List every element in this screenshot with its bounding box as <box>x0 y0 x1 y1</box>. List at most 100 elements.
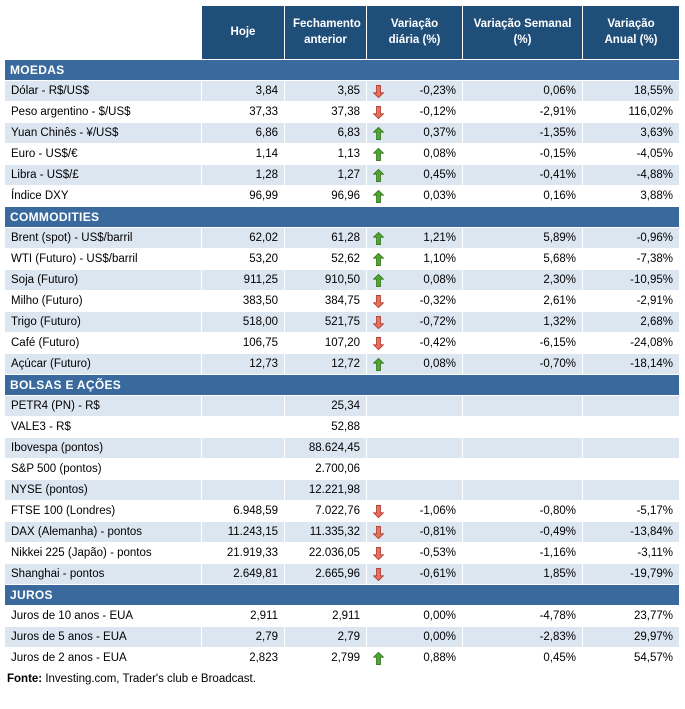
hoje-value: 37,33 <box>201 101 285 123</box>
variacao-semanal-value <box>462 437 583 459</box>
variacao-diaria-value: -0,61% <box>419 568 456 580</box>
variacao-diaria-value: 0,08% <box>423 274 456 286</box>
fechamento-anterior-value: 2.665,96 <box>284 563 367 585</box>
row-label: FTSE 100 (Londres) <box>4 500 202 522</box>
variacao-diaria-cell: 1,10% <box>366 248 463 270</box>
variacao-diaria-content: -0,42% <box>373 336 456 350</box>
column-header-variacao-diaria: Variação diária (%) <box>366 5 463 60</box>
variacao-anual-value: 54,57% <box>582 647 680 669</box>
table-row: PETR4 (PN) - R$ 25,34 <box>4 395 680 417</box>
variacao-semanal-value: 1,32% <box>462 311 583 333</box>
row-label: S&P 500 (pontos) <box>4 458 202 480</box>
variacao-diaria-cell: 0,45% <box>366 164 463 186</box>
variacao-semanal-value: -0,70% <box>462 353 583 375</box>
row-label: Juros de 2 anos - EUA <box>4 647 202 669</box>
row-label: Peso argentino - $/US$ <box>4 101 202 123</box>
hoje-value: 2,79 <box>201 626 285 648</box>
variacao-anual-value: 3,63% <box>582 122 680 144</box>
down-arrow-icon <box>373 336 385 350</box>
variacao-anual-value <box>582 395 680 417</box>
variacao-diaria-content <box>373 442 456 455</box>
variacao-diaria-content <box>373 400 456 413</box>
down-arrow-icon <box>373 546 385 560</box>
variacao-diaria-content: 0,00% <box>373 631 456 644</box>
row-label: Libra - US$/£ <box>4 164 202 186</box>
hoje-value: 6,86 <box>201 122 285 144</box>
variacao-diaria-content: 0,88% <box>373 651 456 665</box>
hoje-value: 2.649,81 <box>201 563 285 585</box>
row-label: Café (Futuro) <box>4 332 202 354</box>
fechamento-anterior-value: 61,28 <box>284 227 367 249</box>
variacao-diaria-content: -0,32% <box>373 294 456 308</box>
table-row: Brent (spot) - US$/barril 62,02 61,28 1,21%… <box>4 227 680 249</box>
variacao-semanal-value: -1,16% <box>462 542 583 564</box>
variacao-diaria-cell: -0,61% <box>366 563 463 585</box>
table-row: Peso argentino - $/US$ 37,33 37,38 -0,12% -2… <box>4 101 680 123</box>
fechamento-anterior-value: 52,88 <box>284 416 367 438</box>
fechamento-anterior-value: 6,83 <box>284 122 367 144</box>
variacao-diaria-cell: -0,42% <box>366 332 463 354</box>
table-row: VALE3 - R$ 52,88 <box>4 416 680 438</box>
variacao-anual-value: -0,96% <box>582 227 680 249</box>
fechamento-anterior-value: 3,85 <box>284 80 367 102</box>
variacao-diaria-cell: -0,23% <box>366 80 463 102</box>
row-label: Euro - US$/€ <box>4 143 202 165</box>
variacao-diaria-value: 0,08% <box>423 358 456 370</box>
variacao-diaria-value: 0,00% <box>423 610 456 622</box>
down-arrow-icon <box>373 504 385 518</box>
variacao-diaria-cell: 0,37% <box>366 122 463 144</box>
row-label: WTI (Futuro) - US$/barril <box>4 248 202 270</box>
table-row: DAX (Alemanha) - pontos 11.243,15 11.335,3… <box>4 521 680 543</box>
variacao-diaria-cell: 0,88% <box>366 647 463 669</box>
variacao-diaria-value: -0,53% <box>419 547 456 559</box>
variacao-semanal-value: 0,45% <box>462 647 583 669</box>
fechamento-anterior-value: 37,38 <box>284 101 367 123</box>
table-row: Dólar - R$/US$ 3,84 3,85 -0,23% 0,06% 18,55% <box>4 80 680 102</box>
header-row: Hoje Fechamento anterior Variação diária… <box>4 5 680 60</box>
variacao-semanal-value: -0,41% <box>462 164 583 186</box>
variacao-diaria-value: 0,00% <box>423 631 456 643</box>
section-title: BOLSAS E AÇÕES <box>4 374 680 396</box>
variacao-diaria-value: -0,23% <box>419 85 456 97</box>
variacao-diaria-cell <box>366 395 463 417</box>
fechamento-anterior-value: 1,13 <box>284 143 367 165</box>
hoje-value: 106,75 <box>201 332 285 354</box>
variacao-diaria-cell: -0,53% <box>366 542 463 564</box>
variacao-anual-value: -2,91% <box>582 290 680 312</box>
no-arrow-spacer <box>373 442 385 455</box>
variacao-anual-value: 23,77% <box>582 605 680 627</box>
financial-report: Hoje Fechamento anterior Variação diária… <box>4 5 680 685</box>
fechamento-anterior-value: 7.022,76 <box>284 500 367 522</box>
variacao-diaria-content: 0,03% <box>373 189 456 203</box>
variacao-diaria-content: 0,08% <box>373 357 456 371</box>
row-label: Dólar - R$/US$ <box>4 80 202 102</box>
variacao-anual-value: -18,14% <box>582 353 680 375</box>
variacao-diaria-cell <box>366 437 463 459</box>
variacao-anual-value <box>582 479 680 501</box>
fechamento-anterior-value: 910,50 <box>284 269 367 291</box>
section-title: JUROS <box>4 584 680 606</box>
up-arrow-icon <box>373 147 385 161</box>
fechamento-anterior-value: 1,27 <box>284 164 367 186</box>
variacao-semanal-value: 2,30% <box>462 269 583 291</box>
row-label: Juros de 10 anos - EUA <box>4 605 202 627</box>
table-row: Ibovespa (pontos) 88.624,45 <box>4 437 680 459</box>
variacao-diaria-cell: 0,08% <box>366 353 463 375</box>
variacao-diaria-value: 0,37% <box>423 127 456 139</box>
variacao-semanal-value <box>462 458 583 480</box>
no-arrow-spacer <box>373 631 385 644</box>
variacao-diaria-cell: 0,03% <box>366 185 463 207</box>
variacao-diaria-content: 0,00% <box>373 610 456 623</box>
section-header-row: COMMODITIES <box>4 206 680 228</box>
section-title: MOEDAS <box>4 59 680 81</box>
variacao-diaria-value: -0,42% <box>419 337 456 349</box>
row-label: Yuan Chinês - ¥/US$ <box>4 122 202 144</box>
variacao-diaria-cell <box>366 458 463 480</box>
fechamento-anterior-value: 12.221,98 <box>284 479 367 501</box>
column-header-variacao-semanal: Variação Semanal (%) <box>462 5 583 60</box>
fechamento-anterior-value: 22.036,05 <box>284 542 367 564</box>
fechamento-anterior-value: 2,79 <box>284 626 367 648</box>
section-header-row: JUROS <box>4 584 680 606</box>
variacao-diaria-cell: 0,00% <box>366 605 463 627</box>
table-row: Yuan Chinês - ¥/US$ 6,86 6,83 0,37% -1,35% 3,… <box>4 122 680 144</box>
